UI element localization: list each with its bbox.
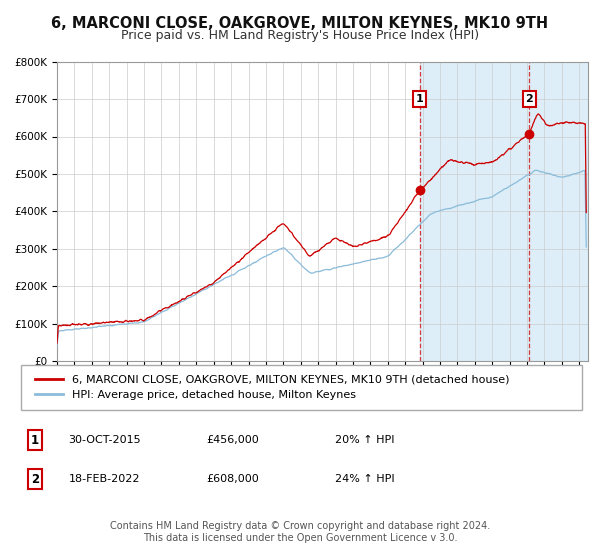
Text: Contains HM Land Registry data © Crown copyright and database right 2024.: Contains HM Land Registry data © Crown c… [110,521,490,531]
Text: 1: 1 [31,434,39,447]
Text: This data is licensed under the Open Government Licence v 3.0.: This data is licensed under the Open Gov… [143,533,457,543]
Text: 2: 2 [31,473,39,486]
Text: 1: 1 [416,94,424,104]
Text: 18-FEB-2022: 18-FEB-2022 [68,474,140,484]
Text: 6, MARCONI CLOSE, OAKGROVE, MILTON KEYNES, MK10 9TH: 6, MARCONI CLOSE, OAKGROVE, MILTON KEYNE… [52,16,548,31]
Text: 30-OCT-2015: 30-OCT-2015 [68,435,142,445]
Text: 24% ↑ HPI: 24% ↑ HPI [335,474,395,484]
Text: £608,000: £608,000 [206,474,259,484]
Text: £456,000: £456,000 [206,435,259,445]
Legend: 6, MARCONI CLOSE, OAKGROVE, MILTON KEYNES, MK10 9TH (detached house), HPI: Avera: 6, MARCONI CLOSE, OAKGROVE, MILTON KEYNE… [29,369,515,406]
Text: Price paid vs. HM Land Registry's House Price Index (HPI): Price paid vs. HM Land Registry's House … [121,29,479,42]
Text: 20% ↑ HPI: 20% ↑ HPI [335,435,395,445]
Bar [419,62,600,361]
Text: 2: 2 [525,94,533,104]
